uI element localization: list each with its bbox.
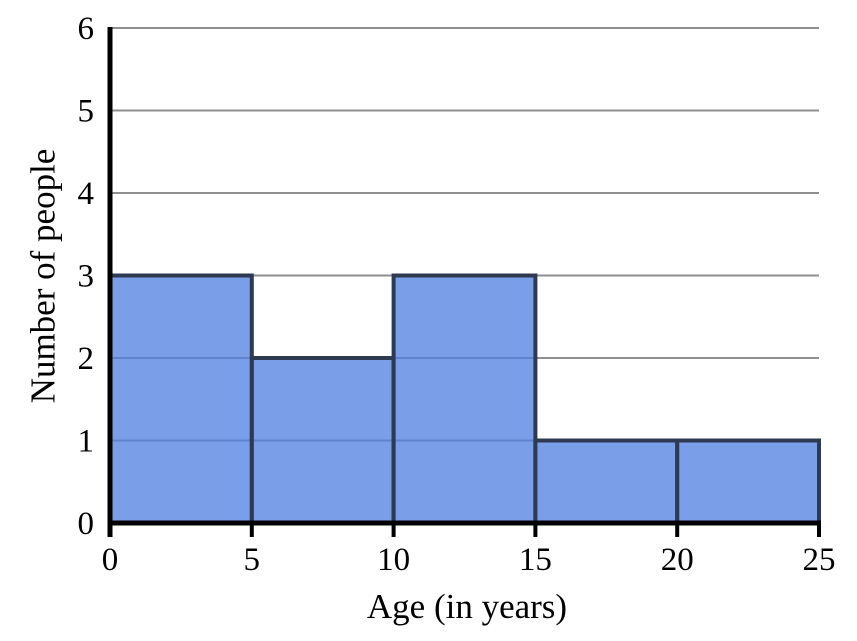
histogram-bar [533, 438, 680, 525]
histogram-bar [675, 438, 822, 525]
histogram-bar [108, 273, 254, 525]
y-tick-label: 0 [78, 506, 95, 542]
axes [107, 27, 821, 537]
y-tick-label: 2 [78, 341, 95, 377]
y-axis-title: Number of people [23, 149, 62, 404]
y-tick-label: 4 [78, 176, 95, 212]
x-tick-label: 0 [102, 542, 119, 578]
histogram-bar [249, 356, 396, 525]
x-axis-title: Age (in years) [367, 587, 567, 626]
y-tick-labels: 0 1 2 3 4 5 6 [78, 11, 95, 542]
x-tick-label: 20 [661, 542, 694, 578]
x-tick-label: 15 [519, 542, 552, 578]
x-tick-label: 10 [377, 542, 410, 578]
x-tick-labels: 0 5 10 15 20 25 [102, 542, 836, 578]
histogram-bar [391, 273, 538, 525]
y-tick-label: 3 [78, 259, 95, 295]
y-tick-label: 6 [78, 11, 95, 47]
y-tick-label: 5 [78, 94, 95, 130]
y-tick-label: 1 [78, 424, 95, 460]
histogram-bars [108, 273, 822, 525]
x-tick-label: 25 [803, 542, 836, 578]
x-tick-label: 5 [244, 542, 261, 578]
